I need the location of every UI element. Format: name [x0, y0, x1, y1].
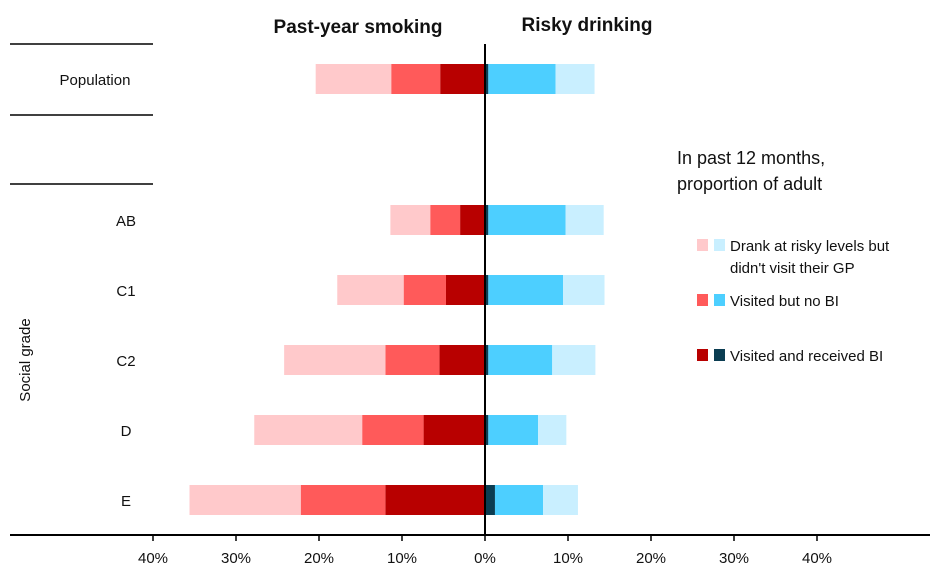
legend-swatch-smoking: [697, 239, 708, 251]
bar-drinking-d-visited: [488, 415, 539, 445]
x-tick-label: 20%: [304, 550, 334, 567]
bar-smoking-c2-visited: [439, 345, 485, 375]
panel-title-smoking: Past-year smoking: [274, 17, 443, 38]
category-label: C2: [116, 353, 135, 370]
x-tick-label: 40%: [138, 550, 168, 567]
x-tick-label: 0%: [474, 550, 496, 567]
category-label: E: [121, 493, 131, 510]
legend-label: Visited but no BI: [730, 293, 839, 310]
legend-swatch-smoking: [697, 349, 708, 361]
panel-title-drinking: Risky drinking: [522, 15, 653, 36]
bar-smoking-population-visited: [440, 64, 485, 94]
legend-label: didn't visit their GP: [730, 260, 855, 277]
bar-smoking-c1-visited: [403, 275, 446, 305]
bar-drinking-c2-visited: [485, 345, 489, 375]
bar-drinking-d-visited: [485, 415, 489, 445]
bar-drinking-population-visited: [488, 64, 556, 94]
bar-drinking-c1-drank: [563, 275, 605, 305]
bar-smoking-population-visited: [391, 64, 441, 94]
bar-drinking-c1-visited: [488, 275, 564, 305]
category-label: Population: [60, 72, 131, 89]
bar-drinking-c2-drank: [552, 345, 596, 375]
bar-drinking-population-visited: [485, 64, 489, 94]
x-tick-label: 30%: [719, 550, 749, 567]
legend-swatch-drinking: [714, 349, 725, 361]
bar-smoking-c1-visited: [445, 275, 485, 305]
bar-smoking-e-drank: [189, 485, 301, 515]
bar-smoking-d-visited: [423, 415, 485, 445]
bar-drinking-d-drank: [538, 415, 567, 445]
bar-drinking-e-visited: [485, 485, 495, 515]
legend-label: Visited and received BI: [730, 348, 883, 365]
legend-label: Drank at risky levels but: [730, 238, 890, 255]
x-tick-label: 10%: [387, 550, 417, 567]
legend-title-line-1: In past 12 months,: [677, 148, 825, 168]
x-tick-label: 30%: [221, 550, 251, 567]
category-label: C1: [116, 283, 135, 300]
bar-smoking-d-drank: [254, 415, 363, 445]
bar-smoking-c2-visited: [385, 345, 440, 375]
bar-drinking-e-visited: [494, 485, 544, 515]
bar-drinking-ab-visited: [485, 205, 489, 235]
x-tick-label: 40%: [802, 550, 832, 567]
bar-drinking-ab-drank: [565, 205, 604, 235]
x-tick-label: 20%: [636, 550, 666, 567]
bar-smoking-c2-drank: [284, 345, 386, 375]
bar-drinking-population-drank: [555, 64, 595, 94]
bar-drinking-c1-visited: [485, 275, 489, 305]
category-label: D: [121, 423, 132, 440]
bar-smoking-d-visited: [362, 415, 424, 445]
bar-smoking-e-visited: [300, 485, 386, 515]
legend-swatch-drinking: [714, 294, 725, 306]
bar-drinking-e-drank: [543, 485, 578, 515]
category-label: AB: [116, 213, 136, 230]
legend-title-line-2: proportion of adult: [677, 174, 822, 194]
bar-smoking-c1-drank: [337, 275, 404, 305]
legend-swatch-drinking: [714, 239, 725, 251]
x-tick-label: 10%: [553, 550, 583, 567]
bar-drinking-c2-visited: [488, 345, 553, 375]
bar-smoking-population-drank: [315, 64, 392, 94]
bar-smoking-ab-visited: [430, 205, 461, 235]
bar-smoking-ab-drank: [390, 205, 431, 235]
legend-swatch-smoking: [697, 294, 708, 306]
bar-drinking-ab-visited: [488, 205, 566, 235]
y-axis-label: Social grade: [17, 318, 34, 401]
bar-smoking-ab-visited: [460, 205, 485, 235]
bar-smoking-e-visited: [385, 485, 485, 515]
